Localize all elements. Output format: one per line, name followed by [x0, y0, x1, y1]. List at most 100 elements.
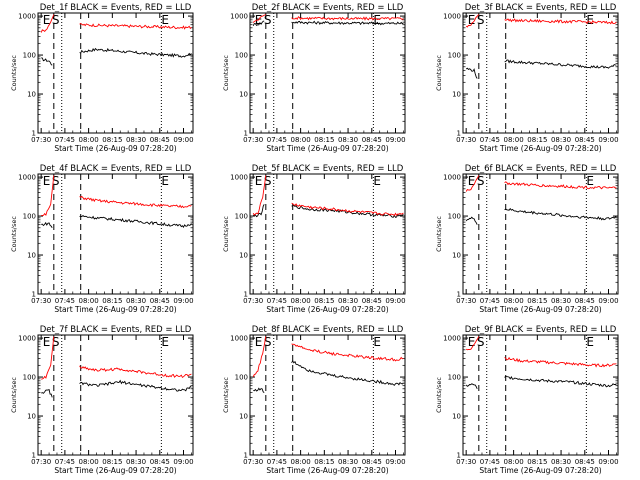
- x-tick-label: 08:15: [527, 136, 547, 144]
- x-tick-label: 09:00: [385, 136, 405, 144]
- y-tick-label: 1000: [18, 174, 36, 182]
- x-tick-label: 07:30: [243, 458, 263, 466]
- x-tick-label: 09:00: [173, 297, 193, 305]
- x-tick-label: 08:30: [338, 136, 358, 144]
- y-axis-label: Counts/sec: [435, 216, 443, 252]
- marker-e-label: E: [586, 13, 594, 27]
- x-tick-label: 07:30: [456, 136, 476, 144]
- panel-title: Det_3f BLACK = Events, RED = LLD: [465, 3, 617, 13]
- x-tick-label: 08:15: [102, 136, 122, 144]
- y-axis-label: Counts/sec: [435, 55, 443, 91]
- y-tick-label: 100: [448, 213, 461, 221]
- plot-frame: [462, 334, 619, 456]
- x-tick-label: 07:30: [243, 136, 263, 144]
- marker-e-label: E: [468, 174, 476, 188]
- x-tick-label: 09:00: [598, 458, 618, 466]
- marker-e-label: E: [586, 335, 594, 349]
- lld-series-line: [41, 175, 192, 217]
- x-tick-label: 08:30: [551, 458, 571, 466]
- events-series-line: [465, 59, 617, 79]
- x-tick-label: 08:15: [102, 297, 122, 305]
- plot-frame: [249, 12, 406, 134]
- panel-title: Det_5f BLACK = Events, RED = LLD: [252, 164, 404, 174]
- events-series-line: [41, 215, 192, 229]
- plot-frame: [249, 334, 406, 456]
- marker-s-label: S: [264, 13, 272, 27]
- y-tick-label: 1000: [18, 13, 36, 21]
- events-series-line: [41, 379, 192, 398]
- lld-series-line: [252, 14, 404, 23]
- x-tick-label: 08:45: [362, 136, 382, 144]
- x-tick-label: 08:15: [102, 458, 122, 466]
- events-series-line: [252, 20, 404, 27]
- detector-panel-4: Det_4f BLACK = Events, RED = LLD 1 10 100 10…: [10, 164, 194, 314]
- y-tick-label: 100: [448, 52, 461, 60]
- marker-s-label: S: [52, 13, 60, 27]
- x-tick-label: 08:30: [126, 136, 146, 144]
- marker-s-label: S: [477, 13, 485, 27]
- detector-panel-5: Det_5f BLACK = Events, RED = LLD 1 10 100 10…: [222, 164, 406, 314]
- x-tick-label: 08:15: [314, 297, 334, 305]
- y-axis-label: Counts/sec: [10, 55, 18, 91]
- x-tick-label: 08:45: [362, 458, 382, 466]
- y-tick-label: 10: [27, 413, 36, 421]
- x-tick-label: 09:00: [385, 297, 405, 305]
- y-tick-label: 1000: [443, 335, 461, 343]
- marker-e-label: E: [43, 335, 51, 349]
- marker-s-label: S: [264, 174, 272, 188]
- y-tick-label: 10: [27, 91, 36, 99]
- y-tick-label: 10: [239, 91, 248, 99]
- plot-frame: [249, 173, 406, 295]
- x-tick-label: 07:45: [55, 297, 75, 305]
- y-tick-label: 1000: [230, 13, 248, 21]
- x-tick-label: 08:45: [575, 136, 595, 144]
- y-tick-label: 1: [244, 291, 248, 299]
- x-tick-label: 07:30: [31, 136, 51, 144]
- marker-e-label: E: [373, 174, 381, 188]
- marker-e-label: E: [255, 335, 263, 349]
- marker-e-label: E: [161, 174, 169, 188]
- x-tick-label: 08:00: [291, 136, 311, 144]
- marker-e-label: E: [468, 335, 476, 349]
- marker-e-label: E: [161, 13, 169, 27]
- x-tick-label: 08:00: [79, 136, 99, 144]
- detector-panel-2: Det_2f BLACK = Events, RED = LLD 1 10 100 10…: [222, 3, 406, 153]
- x-axis-label: Start Time (26-Aug-09 07:28:20): [266, 144, 388, 153]
- x-tick-label: 08:30: [551, 136, 571, 144]
- y-tick-label: 10: [239, 413, 248, 421]
- y-tick-label: 100: [23, 213, 36, 221]
- x-tick-label: 09:00: [598, 297, 618, 305]
- y-tick-label: 10: [452, 252, 461, 260]
- plot-frame: [462, 173, 619, 295]
- x-tick-label: 08:00: [79, 297, 99, 305]
- lld-series-line: [41, 336, 192, 380]
- detector-panel-6: Det_6f BLACK = Events, RED = LLD 1 10 100 10…: [435, 164, 619, 314]
- y-tick-label: 100: [235, 374, 248, 382]
- x-tick-label: 08:15: [314, 136, 334, 144]
- plot-frame: [37, 12, 194, 134]
- marker-e-label: E: [43, 13, 51, 27]
- y-tick-label: 1: [32, 452, 36, 460]
- panel-title: Det_4f BLACK = Events, RED = LLD: [40, 164, 192, 174]
- marker-e-label: E: [373, 335, 381, 349]
- x-axis-label: Start Time (26-Aug-09 07:28:20): [266, 305, 388, 314]
- y-tick-label: 1: [32, 130, 36, 138]
- lld-series-line: [40, 14, 192, 33]
- x-tick-label: 07:30: [456, 458, 476, 466]
- y-axis-label: Counts/sec: [222, 55, 230, 91]
- y-tick-label: 1000: [443, 13, 461, 21]
- lld-series-line: [465, 14, 617, 28]
- x-tick-label: 08:45: [575, 297, 595, 305]
- marker-e-label: E: [255, 174, 263, 188]
- x-axis-label: Start Time (26-Aug-09 07:28:20): [54, 466, 176, 475]
- panel-title: Det_1f BLACK = Events, RED = LLD: [40, 3, 192, 13]
- x-axis-label: Start Time (26-Aug-09 07:28:20): [266, 466, 388, 475]
- marker-s-label: S: [264, 335, 272, 349]
- y-tick-label: 1: [457, 291, 461, 299]
- x-tick-label: 08:30: [126, 297, 146, 305]
- x-tick-label: 07:45: [480, 458, 500, 466]
- x-tick-label: 07:45: [55, 136, 75, 144]
- x-tick-label: 07:30: [31, 458, 51, 466]
- x-tick-label: 08:30: [338, 458, 358, 466]
